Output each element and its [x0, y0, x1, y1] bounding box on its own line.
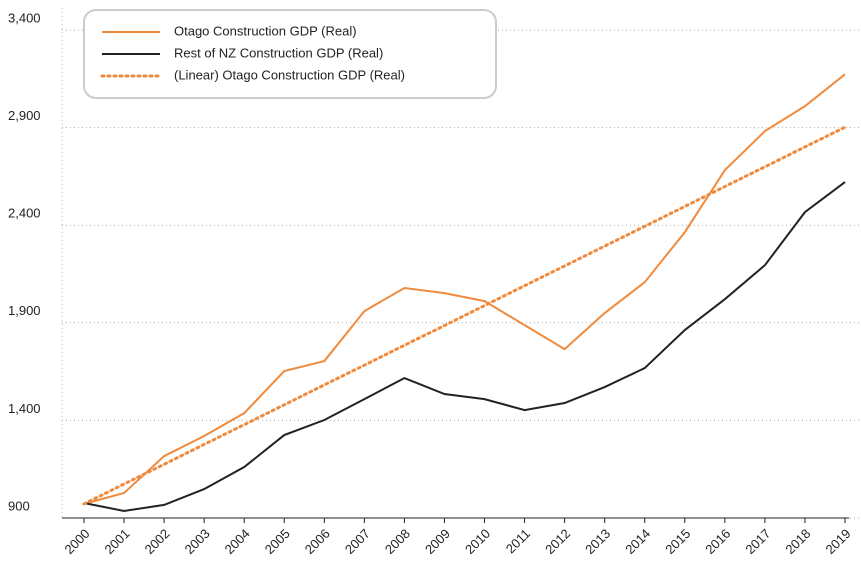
x-tick-label: 2010 [462, 526, 493, 557]
y-tick-label: 2,900 [8, 108, 41, 123]
x-tick-label: 2000 [61, 526, 92, 557]
x-tick-label: 2002 [142, 526, 173, 557]
x-tick-label: 2011 [503, 526, 533, 556]
x-tick-label: 2003 [182, 526, 213, 557]
series-line [83, 73, 846, 505]
legend: Otago Construction GDP (Real) Rest of NZ … [83, 9, 497, 99]
series-line [82, 125, 847, 506]
x-tick-label: 2019 [822, 526, 853, 557]
x-tick-label: 2005 [262, 526, 293, 557]
x-tick-label: 2015 [662, 526, 693, 557]
y-tick-label: 900 [8, 498, 30, 513]
x-tick-label: 2008 [382, 526, 413, 557]
x-tick-label: 2006 [302, 526, 333, 557]
y-tick-label: 1,400 [8, 401, 41, 416]
legend-label: Otago Construction GDP (Real) [174, 23, 357, 38]
y-tick-label: 1,900 [8, 303, 41, 318]
legend-label: (Linear) Otago Construction GDP (Real) [174, 67, 405, 82]
y-tick-label: 3,400 [8, 10, 41, 25]
legend-label: Rest of NZ Construction GDP (Real) [174, 45, 383, 60]
x-tick-label: 2009 [422, 526, 453, 557]
x-tick-label: 2001 [102, 526, 133, 557]
x-tick-label: 2004 [222, 526, 253, 557]
x-tick-label: 2012 [542, 526, 573, 557]
series-line [83, 181, 846, 512]
x-tick-label: 2014 [622, 526, 653, 557]
y-tick-label: 2,400 [8, 206, 41, 221]
x-tick-label: 2007 [342, 526, 373, 557]
x-tick-label: 2013 [582, 526, 613, 557]
x-tick-label: 2016 [702, 526, 733, 557]
legend-box [83, 9, 497, 99]
x-tick-label: 2018 [782, 526, 813, 557]
x-tick-label: 2017 [742, 526, 773, 557]
